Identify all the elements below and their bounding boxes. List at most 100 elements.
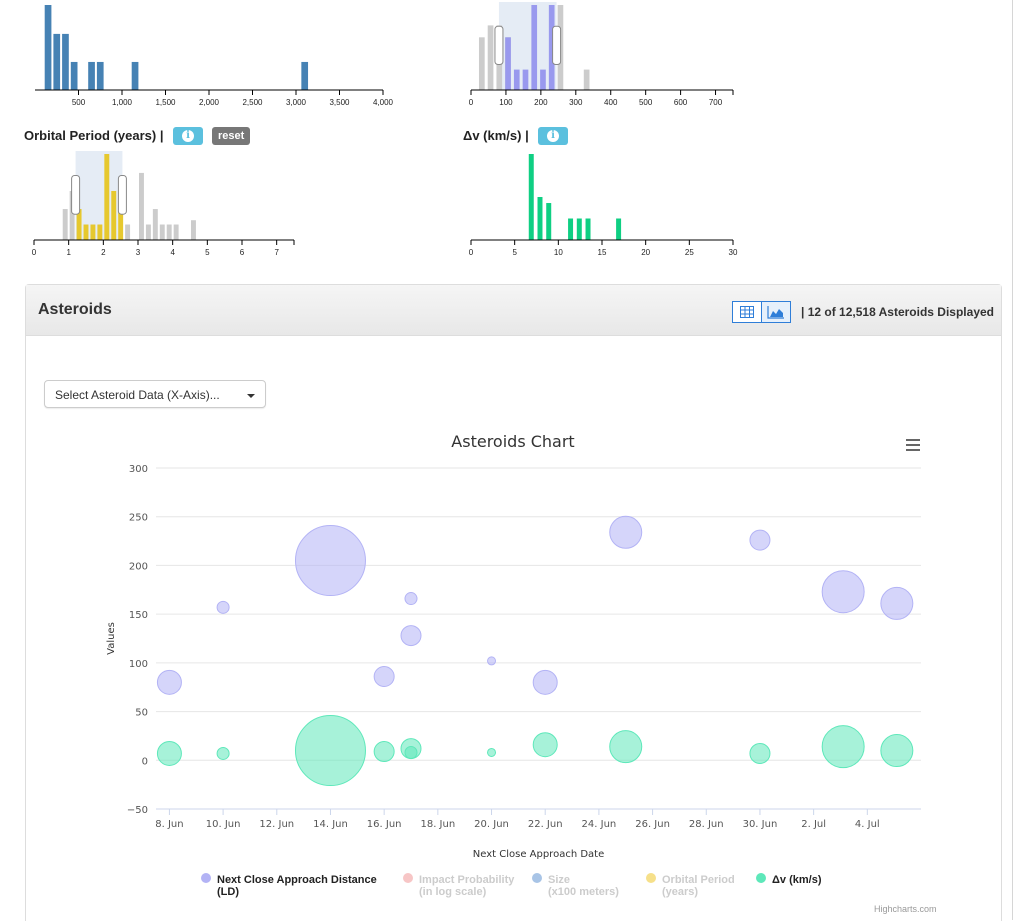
bar-selected (531, 5, 538, 90)
x-tick-label: 7 (274, 248, 279, 257)
table-view-button[interactable] (732, 301, 762, 323)
x-tick-label: 28. Jun (689, 819, 724, 830)
page-border (1012, 0, 1013, 920)
x-tick-label: 0 (469, 248, 474, 257)
bar (70, 61, 78, 90)
delta-v-title: Δv (km/s) | (463, 128, 529, 143)
y-tick-label: 250 (129, 513, 148, 524)
x-tick-label: 400 (604, 98, 618, 107)
bar (96, 61, 104, 90)
displayed-count: | 12 of 12,518 Asteroids Displayed (801, 305, 994, 319)
bubble-distance (373, 665, 395, 687)
x-tick-label: 2,500 (242, 98, 263, 107)
bar (528, 154, 534, 240)
bubble-distance (749, 529, 771, 551)
x-tick-label: 25 (685, 248, 694, 257)
bubble-delta-v (373, 741, 395, 763)
bar-unselected (487, 25, 494, 90)
delta-v-info-button[interactable]: i (538, 127, 568, 145)
bar (568, 218, 574, 240)
legend-marker (646, 873, 656, 883)
bar-unselected (166, 224, 172, 240)
chart-view-button[interactable] (762, 301, 791, 323)
size-histogram[interactable]: 500 1,000 1,500 2,000 2,500 3,000 3,500 4,000 (35, 0, 394, 110)
chart-title: Asteroids Chart (451, 432, 574, 451)
x-tick-label: 30 (729, 248, 738, 257)
y-tick-label: 100 (129, 659, 148, 670)
x-tick-label: 0 (32, 248, 37, 257)
bubble-delta-v (404, 745, 418, 759)
bar-unselected (173, 224, 179, 240)
x-tick-label: 14. Jun (313, 819, 348, 830)
x-tick-label: 1,000 (112, 98, 133, 107)
view-toggle (732, 301, 791, 323)
brush-handle (117, 175, 127, 215)
y-tick-label: 0 (142, 756, 148, 767)
x-tick-label: 4. Jul (855, 819, 880, 830)
x-tick-label: 4 (170, 248, 175, 257)
bar (546, 203, 552, 240)
bubble-distance (821, 570, 865, 614)
y-tick-label: 150 (129, 610, 148, 621)
bar-unselected (69, 190, 75, 240)
bar-selected (540, 69, 546, 90)
bubble-distance (880, 586, 914, 620)
bubble-delta-v (749, 742, 771, 764)
x-tick-label: 2. Jul (801, 819, 826, 830)
impact-histogram[interactable]: 0 100 200 300 400 500 600 700 (469, 0, 741, 110)
bar-unselected (159, 224, 165, 240)
bar (537, 197, 543, 240)
bar-selected (104, 154, 110, 240)
bar-selected (111, 190, 117, 240)
orbital-period-title: Orbital Period (years) | (24, 128, 164, 143)
x-tick-label: 500 (72, 98, 86, 107)
bar-selected (118, 190, 124, 240)
bar (301, 61, 309, 90)
bubble-distance (294, 525, 366, 597)
x-axis-select[interactable]: Select Asteroid Data (X-Axis)... (44, 380, 266, 408)
bar-selected (83, 224, 89, 240)
bar (616, 218, 622, 240)
legend-marker (756, 873, 766, 883)
bar-unselected (478, 37, 485, 90)
delta-v-histogram[interactable]: 0 5 10 15 20 25 30 (469, 145, 741, 265)
legend-item[interactable]: Orbital Period (years) (662, 874, 735, 898)
x-tick-label: 22. Jun (528, 819, 563, 830)
x-tick-label: 4,000 (373, 98, 394, 107)
x-tick-label: 200 (534, 98, 548, 107)
bar-unselected (139, 172, 144, 240)
legend-item[interactable]: Size (x100 meters) (548, 874, 619, 898)
bubble-delta-v (821, 725, 865, 769)
bar-unselected (62, 209, 68, 240)
x-tick-label: 24. Jun (582, 819, 617, 830)
brush-handle (71, 175, 81, 215)
bar-selected (522, 69, 529, 90)
legend-marker (403, 873, 413, 883)
table-icon (740, 306, 754, 318)
chart-menu-icon[interactable] (906, 439, 920, 454)
caret-down-icon (247, 394, 255, 398)
x-tick-label: 700 (709, 98, 723, 107)
bar (44, 5, 52, 90)
y-tick-label: 200 (129, 561, 148, 572)
orbital-period-reset-button[interactable]: reset (212, 127, 251, 145)
legend-item[interactable]: Impact Probability (in log scale) (419, 874, 515, 898)
bubble-distance (404, 592, 418, 606)
x-tick-label: 3,000 (286, 98, 307, 107)
bar-unselected (125, 224, 131, 240)
orbital-period-histogram[interactable]: 0 1 2 3 4 5 6 7 (32, 145, 304, 265)
panel-title: Asteroids (38, 301, 112, 318)
legend-item[interactable]: Next Close Approach Distance (LD) (217, 874, 377, 898)
bar-selected (90, 224, 96, 240)
bar-unselected (152, 209, 158, 240)
chart-credits[interactable]: Highcharts.com (874, 904, 937, 914)
bubble-distance (156, 669, 182, 695)
orbital-period-info-button[interactable]: i (173, 127, 203, 145)
bubble-distance (532, 669, 558, 695)
legend-marker (201, 873, 211, 883)
x-tick-label: 18. Jun (420, 819, 455, 830)
legend-item[interactable]: Δv (km/s) (772, 874, 822, 886)
x-tick-label: 20 (641, 248, 650, 257)
bar (131, 61, 139, 90)
bar-selected (548, 5, 555, 90)
